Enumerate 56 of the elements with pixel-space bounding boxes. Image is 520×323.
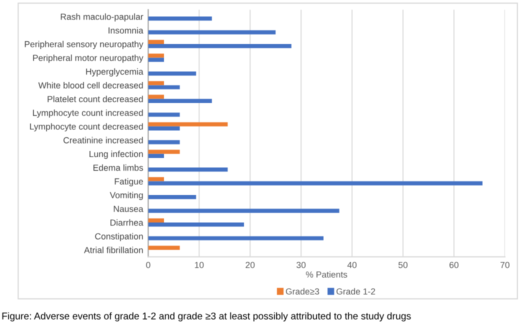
- y-tick-label: Insomnia: [108, 27, 144, 34]
- x-tick-label: 30: [296, 262, 306, 268]
- text: Figure: Adverse events of grade 1-2 and grade ≥3 at least possibly attributed to the study drugs: [2, 312, 411, 322]
- bar: [148, 122, 228, 126]
- y-tick-label: Peripheral motor neuropathy: [33, 54, 144, 63]
- y-tick-label: Atrial fibrillation: [84, 246, 143, 254]
- bar: [148, 177, 164, 182]
- x-tick-label: 0: [146, 262, 150, 268]
- y-tick-label: Lymphocyte count decreased: [30, 123, 143, 132]
- bar: [148, 246, 180, 250]
- x-tick-label: 40: [347, 262, 357, 268]
- y-tick-label: Creatinine increased: [64, 136, 143, 144]
- bar: [148, 94, 164, 99]
- bar: [148, 16, 212, 21]
- x-tick-label: 50: [398, 262, 408, 268]
- x-tick-label: 70: [500, 262, 510, 268]
- bar: [148, 154, 164, 158]
- y-tick-label: Lung infection: [90, 150, 143, 159]
- y-tick-label: Lymphocyte count increased: [33, 109, 143, 118]
- bar: [148, 195, 196, 200]
- x-tick-label: 10: [194, 262, 204, 268]
- legend-label: Grade≥3: [286, 288, 320, 295]
- bar: [148, 126, 180, 130]
- bar: [148, 98, 212, 104]
- bar: [148, 58, 164, 62]
- x-tick-label: 60: [450, 262, 458, 268]
- y-tick-label: Diarrhea: [110, 219, 144, 226]
- y-tick-label: Fatigue: [114, 178, 143, 186]
- bar: [148, 208, 340, 213]
- bar: [148, 44, 292, 48]
- bar: [148, 71, 196, 76]
- y-tick-label: Rash maculo-papular: [60, 13, 144, 22]
- bar: [148, 222, 244, 227]
- bar: [148, 168, 228, 172]
- y-tick-label: Edema limbs: [93, 164, 144, 171]
- bar: [148, 150, 180, 154]
- legend-label: Grade 1-2: [336, 288, 376, 295]
- bar: [148, 40, 164, 44]
- bar: [148, 54, 164, 58]
- y-tick-label: Vomiting: [110, 192, 143, 200]
- bar: [148, 112, 180, 117]
- bar: [148, 85, 180, 90]
- y-tick-label: Peripheral sensory neuropathy: [24, 40, 144, 49]
- y-tick-label: Hyperglycemia: [86, 68, 144, 76]
- bar: [148, 140, 180, 144]
- bar: [148, 30, 276, 34]
- x-tick-label: 20: [246, 262, 255, 268]
- bar: [148, 81, 164, 86]
- y-tick-label: Platelet count decreased: [48, 96, 143, 102]
- bar: [148, 236, 324, 240]
- x-axis-title: % Patients: [306, 271, 348, 278]
- bar: [148, 181, 482, 186]
- y-tick-label: Nausea: [114, 206, 144, 212]
- y-tick-label: White blood cell decreased: [38, 82, 143, 88]
- y-tick-label: Constipation: [95, 233, 143, 242]
- bar: [148, 218, 164, 222]
